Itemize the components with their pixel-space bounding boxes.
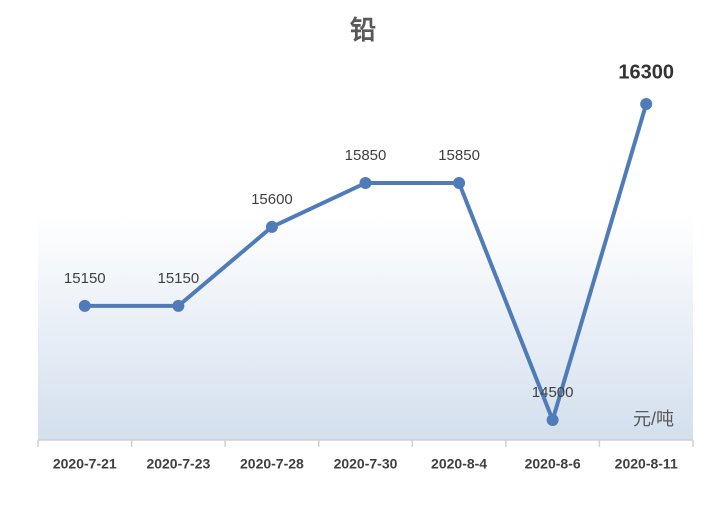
data-label: 15850 <box>438 147 480 164</box>
plot-background <box>38 215 693 440</box>
data-label: 15150 <box>64 270 106 287</box>
x-tick-label: 2020-7-23 <box>146 456 210 472</box>
x-tick-label: 2020-8-6 <box>525 456 581 472</box>
data-label: 15850 <box>345 147 387 164</box>
data-point <box>546 414 559 426</box>
data-point <box>78 299 91 312</box>
data-point <box>453 177 466 189</box>
x-tick-label: 2020-8-11 <box>615 456 678 472</box>
unit-label: 元/吨 <box>633 409 674 429</box>
data-label: 14500 <box>532 384 574 401</box>
data-point <box>172 299 185 312</box>
x-tick-label: 2020-7-30 <box>334 456 398 472</box>
data-label: 15600 <box>251 191 293 208</box>
data-point <box>640 98 653 110</box>
data-label: 15150 <box>157 270 199 287</box>
x-tick-label: 2020-7-28 <box>240 456 304 472</box>
chart-title: 铅 <box>350 15 376 45</box>
data-label: 16300 <box>618 61 674 83</box>
data-point <box>359 177 372 189</box>
x-tick-label: 2020-7-21 <box>53 456 117 472</box>
data-point <box>265 220 278 233</box>
x-tick-label: 2020-8-4 <box>431 456 487 472</box>
